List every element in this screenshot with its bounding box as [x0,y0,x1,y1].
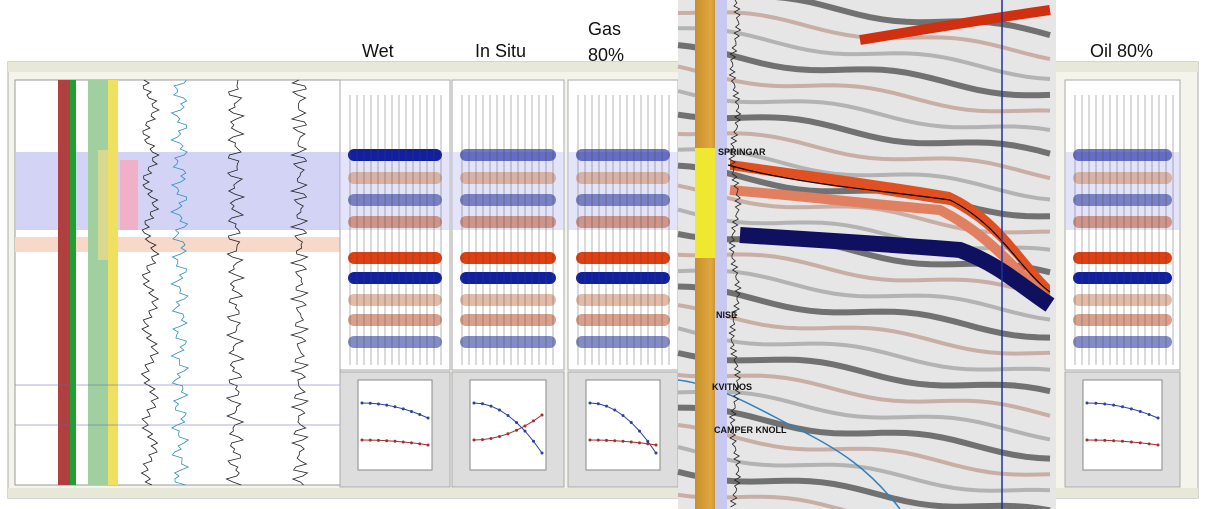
avo-axes [357,379,433,471]
scrollbar [8,488,1198,498]
wavelet-band [460,194,556,206]
toolbar [8,62,1198,72]
wavelet-band [348,336,442,348]
avo-curve [473,414,543,441]
seismic-reflector [677,252,1051,300]
wavelet-band [576,194,670,206]
wavelet-band [1073,272,1172,284]
wavelet-band [576,172,670,184]
horizon-label: NISE [716,310,737,320]
wavelet-band [576,294,670,306]
wavelet-band [348,294,442,306]
avo-curve [1086,402,1159,419]
panel-title: Wet [362,41,394,61]
well-curve [728,0,742,508]
wavelet-band [1073,294,1172,306]
log-curve [170,79,190,486]
wavelet-band [576,336,670,348]
wavelet-band [576,252,670,264]
seismic-reflector [677,89,1051,132]
well-log-panel [14,79,341,486]
avo-axes [1082,379,1163,471]
wavelet-band [348,216,442,228]
wavelet-band [576,314,670,326]
avo-curve [361,402,429,419]
wavelet-band [348,272,442,284]
wavelet-band [460,336,556,348]
log-curve [140,79,160,486]
seismic-reflector [677,404,1051,462]
wavelet-band [1073,336,1172,348]
seismic-reflector [677,64,1051,114]
seismic-reflector [677,268,1051,322]
seismic-reflector [677,131,1051,181]
horizon-label: SPRINGAR [718,147,766,157]
panel-title: Oil 80% [1090,41,1154,61]
avo-curve [361,439,429,446]
wavelet-band [348,149,442,161]
avo-curve [589,402,657,454]
wavelet-band [460,314,556,326]
wavelet-band [348,172,442,184]
seismic-reflector [677,423,1051,477]
wavelet-band [348,194,442,206]
wavelet-band [576,216,670,228]
seismic-reflector [677,42,1051,99]
seismic-reflector [677,492,848,509]
horizon-label: KVITNOS [712,382,752,392]
wavelet-band [576,149,670,161]
panel-title: In Situ [475,41,527,61]
log-curve [289,79,310,486]
wavelet-band [1073,194,1172,206]
wavelet-band [1073,314,1172,326]
seismic-section [677,0,1056,509]
wavelet-band [1073,216,1172,228]
panel-title: Gas 80% [588,19,625,65]
wavelet-band [460,272,556,284]
seismic-reflector [677,111,1051,157]
seismic-reflector [677,303,1051,356]
seismic-reflector [859,5,1051,45]
wavelet-band [460,252,556,264]
avo-axes [469,379,547,471]
avo-curve [473,402,543,454]
seismic-reflector [677,283,1051,341]
wavelet-band [460,216,556,228]
wavelet-band [348,252,442,264]
synthetic-panels [339,79,1181,488]
seismic-reflector [677,147,1051,202]
avo-axes [585,379,661,471]
wavelet-band [1073,252,1172,264]
wavelet-band [460,294,556,306]
seismic-reflector [677,468,1051,509]
horizon-label: CAMPER KNOLL [714,425,787,435]
log-curve [225,79,246,486]
wavelet-band [1073,149,1172,161]
wavelet-band [576,272,670,284]
seismic-reflector [677,373,1051,418]
wavelet-band [1073,172,1172,184]
seismic-reflector [677,26,1051,81]
seismic-reflector [677,326,1051,372]
wavelet-band [460,149,556,161]
wavelet-band [348,314,442,326]
avo-curve [1086,439,1159,446]
avo-curve [589,439,657,446]
seismic-reflector [677,350,1051,395]
wavelet-band [460,172,556,184]
